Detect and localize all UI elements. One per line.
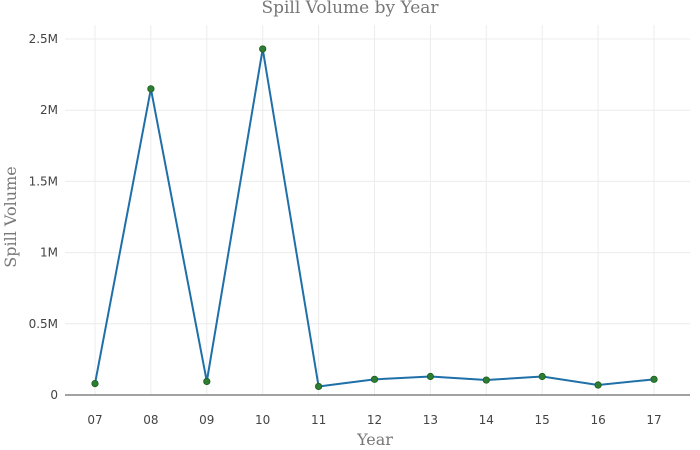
x-tick-label: 16 xyxy=(590,413,605,427)
y-axis-title: Spill Volume xyxy=(1,166,20,267)
data-point xyxy=(482,376,490,384)
y-tick-label: 0 xyxy=(50,388,58,402)
x-tick-label: 15 xyxy=(535,413,550,427)
x-tick-label: 12 xyxy=(367,413,382,427)
x-tick-label: 09 xyxy=(199,413,214,427)
data-point xyxy=(538,372,546,381)
data-point xyxy=(426,372,434,381)
gridlines xyxy=(65,25,690,395)
x-tick-label: 13 xyxy=(423,413,438,427)
data-point xyxy=(259,45,267,53)
y-tick-label: 1.5M xyxy=(29,174,58,188)
x-tick-label: 14 xyxy=(479,413,494,427)
x-tick-label: 17 xyxy=(646,413,661,427)
y-axis-ticks: 0 0.5M 1M 1.5M 2M 2.5M xyxy=(29,32,58,402)
x-tick-label: 07 xyxy=(87,413,102,427)
x-axis-title: Year xyxy=(356,430,393,449)
data-point xyxy=(91,380,99,388)
x-axis-ticks: 07 08 09 10 11 12 13 14 15 16 17 xyxy=(87,413,661,427)
data-point xyxy=(594,381,602,389)
y-tick-label: 2.5M xyxy=(29,32,58,46)
x-tick-label: 08 xyxy=(143,413,158,427)
series-layer xyxy=(91,45,658,391)
y-tick-label: 2M xyxy=(40,103,58,117)
chart-title: Spill Volume by Year xyxy=(261,0,439,18)
data-point xyxy=(650,375,658,383)
y-tick-label: 0.5M xyxy=(29,317,58,331)
data-point xyxy=(147,85,155,93)
data-point xyxy=(314,382,323,391)
data-point xyxy=(203,377,211,386)
x-tick-label: 11 xyxy=(311,413,326,427)
y-tick-label: 1M xyxy=(40,246,58,260)
data-point xyxy=(370,375,379,383)
x-tick-label: 10 xyxy=(255,413,270,427)
